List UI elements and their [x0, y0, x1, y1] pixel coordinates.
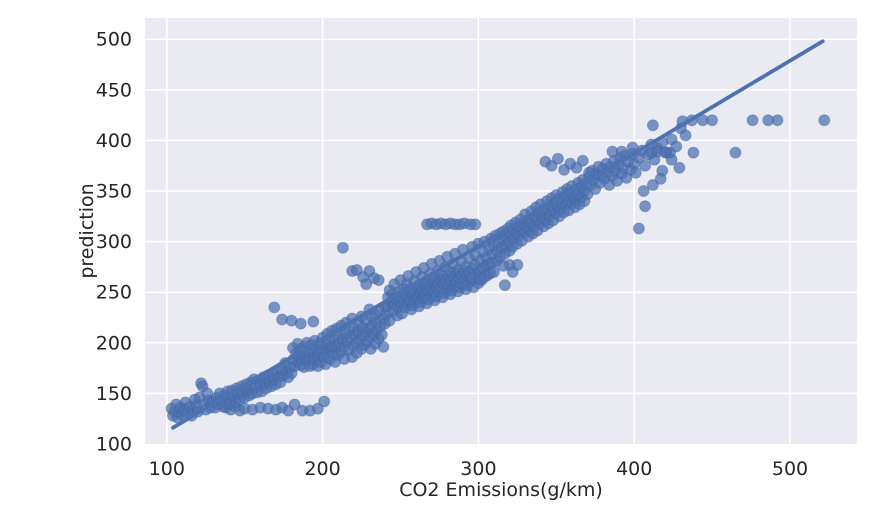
scatter-point: [375, 328, 388, 341]
scatter-point: [673, 161, 686, 174]
scatter-point: [646, 179, 659, 191]
scatter-point: [372, 274, 385, 287]
scatter-point: [639, 159, 652, 172]
scatter-point: [288, 398, 301, 411]
scatter-point: [551, 152, 564, 165]
scatter-point: [646, 119, 659, 132]
y-axis-tick-labels: 100 150 200 250 300 350 400 450 500: [96, 29, 132, 456]
scatter-point: [377, 340, 390, 353]
scatter-point: [637, 185, 650, 197]
scatter-point: [570, 161, 583, 174]
scatter-point: [654, 172, 667, 185]
x-tick-label: 500: [772, 458, 808, 480]
scatter-point: [639, 200, 652, 213]
scatter-point: [311, 402, 324, 415]
y-tick-label: 150: [96, 383, 132, 405]
scatter-point: [545, 159, 558, 172]
scatter-point: [771, 114, 784, 127]
scatter-point: [632, 222, 645, 235]
x-tick-label: 100: [149, 458, 185, 480]
scatter-point: [268, 301, 281, 314]
x-axis-label: CO2 Emissions(g/km): [399, 479, 603, 501]
scatter-point: [294, 317, 307, 330]
scatter-point: [665, 153, 678, 166]
x-tick-label: 400: [616, 458, 652, 480]
scatter-point: [469, 218, 482, 231]
y-tick-label: 100: [96, 434, 132, 456]
x-axis-tick-labels: 100 200 300 400 500: [149, 458, 808, 480]
scatter-points: [165, 114, 831, 424]
regression-line: [171, 39, 825, 430]
scatter-point: [498, 279, 511, 292]
x-tick-label: 300: [460, 458, 496, 480]
scatter-point: [746, 114, 759, 127]
y-tick-label: 400: [96, 130, 132, 152]
y-axis-label: prediction: [76, 183, 98, 278]
scatter-point: [576, 154, 589, 167]
y-tick-label: 500: [96, 29, 132, 51]
scatter-point: [687, 146, 700, 159]
scatter-point: [729, 146, 742, 159]
y-tick-label: 450: [96, 79, 132, 101]
y-tick-label: 300: [96, 231, 132, 253]
scatter-point: [629, 166, 642, 179]
scatter-point: [818, 114, 831, 127]
gridlines: [145, 18, 857, 444]
scatter-point: [615, 145, 628, 158]
scatter-point: [360, 278, 373, 291]
scatter-point: [318, 395, 331, 408]
scatter-point: [307, 315, 320, 328]
scatter-point: [497, 259, 510, 272]
scatter-point: [706, 114, 719, 127]
x-tick-label: 200: [304, 458, 340, 480]
scatter-point: [336, 241, 349, 254]
y-tick-label: 250: [96, 282, 132, 304]
scatter-point: [506, 266, 519, 278]
y-tick-label: 350: [96, 181, 132, 203]
scatter-point: [488, 266, 500, 278]
scatter-point: [679, 129, 692, 142]
y-tick-label: 200: [96, 332, 132, 354]
scatter-point: [474, 272, 486, 285]
